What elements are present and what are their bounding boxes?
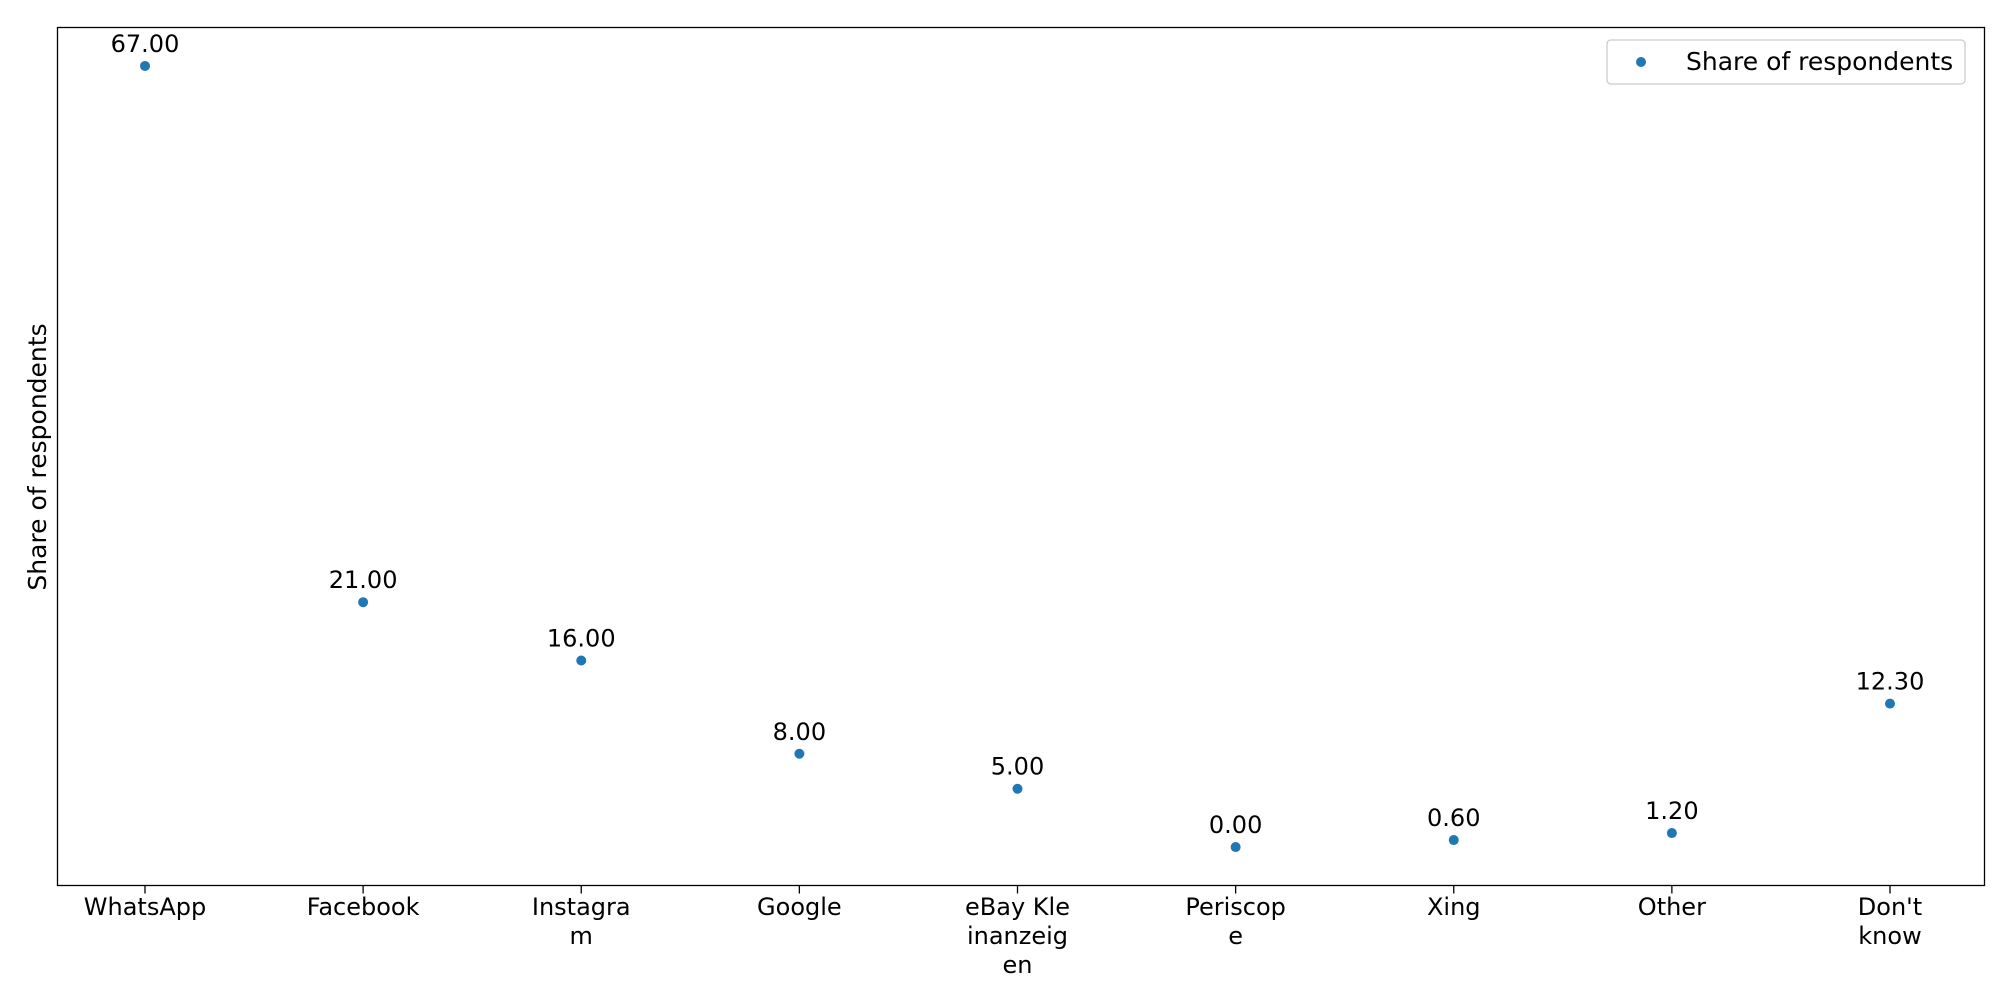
x-tick-label-line: e (1228, 922, 1243, 950)
x-tick-label-line: Don't (1858, 893, 1922, 921)
x-tick-label: Google (757, 893, 842, 921)
x-tick-label-line: inanzeig (967, 922, 1068, 950)
x-tick-label-line: WhatsApp (84, 893, 206, 921)
x-tick-label: Periscop e (1185, 893, 1286, 950)
x-tick-label: Facebook (307, 893, 420, 921)
x-tick-label-line: Periscop (1185, 893, 1286, 921)
plot-frame (56, 26, 1986, 887)
x-tick-label-line: Xing (1427, 893, 1481, 921)
data-point (1230, 842, 1241, 853)
data-point (794, 748, 805, 759)
legend-box (1606, 39, 1966, 85)
x-tick-label-line: m (570, 922, 593, 950)
data-label: 12.30 (1856, 668, 1925, 696)
legend: Share of respondents (1606, 39, 1966, 85)
x-axis-ticks: WhatsApp Facebook Instagra m Google eBay Kle i… (84, 885, 1922, 979)
data-point (576, 655, 587, 666)
x-tick-label: Xing (1427, 893, 1481, 921)
x-tick-label-line: Other (1638, 893, 1706, 921)
legend-label: Share of respondents (1686, 47, 1953, 76)
data-label: 0.60 (1427, 804, 1480, 832)
x-tick-label-line: en (1003, 951, 1033, 979)
data-point (1885, 698, 1895, 709)
data-labels: 67.00 21.00 16.00 8.00 5.00 0.00 0.60 1.20 12.30 (111, 30, 1925, 839)
x-tick-label-line: Instagra (532, 893, 631, 921)
x-tick-label: WhatsApp (84, 893, 206, 921)
y-axis-label: Share of respondents (23, 323, 52, 590)
x-tick-label: Other (1638, 893, 1706, 921)
x-tick-label: Instagra m (532, 893, 631, 950)
data-label: 1.20 (1645, 797, 1698, 825)
data-label: 8.00 (773, 718, 826, 746)
x-tick-label-line: Facebook (307, 893, 420, 921)
data-point (1666, 828, 1677, 839)
x-tick-label: eBay Kle inanzeig en (965, 893, 1070, 979)
data-point (1012, 783, 1023, 794)
data-label: 21.00 (329, 566, 398, 594)
x-tick-label-line: eBay Kle (965, 893, 1070, 921)
data-label: 67.00 (111, 30, 180, 58)
data-label: 5.00 (991, 753, 1044, 781)
x-tick-label-line: Google (757, 893, 842, 921)
data-point (358, 597, 369, 608)
data-label: 16.00 (547, 625, 616, 653)
x-tick-label-line: know (1858, 922, 1921, 950)
data-point (140, 60, 150, 71)
data-point (1448, 835, 1459, 846)
data-label: 0.00 (1209, 811, 1262, 839)
legend-marker (1636, 57, 1646, 67)
data-points (140, 60, 1895, 853)
x-tick-label: Don't know (1858, 893, 1922, 950)
